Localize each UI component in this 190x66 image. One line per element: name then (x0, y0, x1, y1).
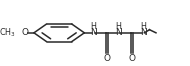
Text: H: H (140, 22, 146, 31)
Text: O: O (21, 28, 28, 37)
Text: O: O (128, 54, 135, 63)
Text: N: N (90, 28, 97, 37)
Text: H: H (90, 22, 96, 31)
Text: CH$_3$: CH$_3$ (0, 27, 16, 39)
Text: N: N (140, 28, 146, 37)
Text: O: O (103, 54, 110, 63)
Text: N: N (115, 28, 122, 37)
Text: H: H (115, 22, 121, 31)
